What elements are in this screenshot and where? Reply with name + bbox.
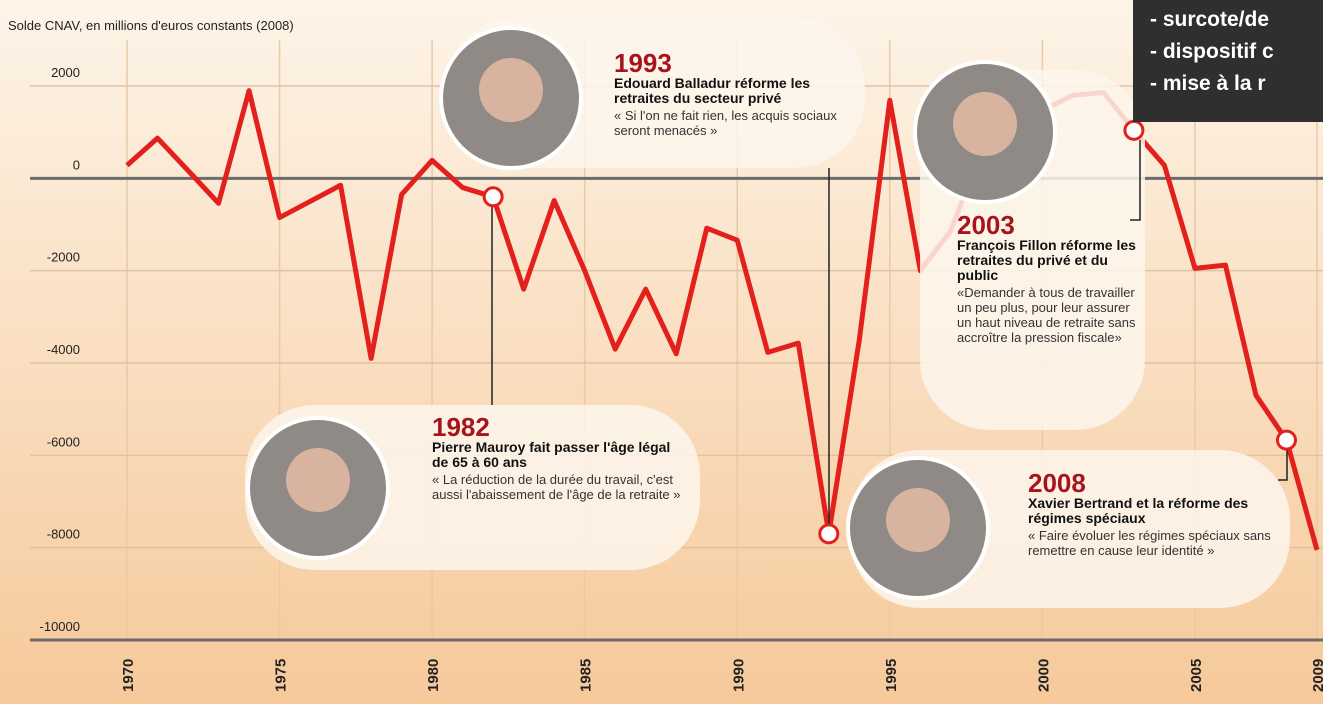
x-tick-label: 1985 [578,659,595,692]
overlay-line: - surcote/de [1150,8,1269,31]
overlay-line: - dispositif c [1150,40,1274,63]
x-tick-label: 1980 [425,659,442,692]
annotation-quote: « Faire évoluer les régimes spéciaux san… [1028,528,1283,558]
x-tick-label: 1995 [883,659,900,692]
portrait-face [953,92,1017,156]
annotation-year: 1982 [432,412,490,442]
y-tick-label: -10000 [40,619,80,634]
y-tick-label: -6000 [47,434,80,449]
annotation-text: Pierre Mauroy fait passer l'âge légal de… [432,440,687,605]
chart-title: Solde CNAV, en millions d'euros constant… [8,18,294,33]
annotation-quote: «Demander à tous de travailler un peu pl… [957,285,1137,345]
x-tick-label: 1990 [730,659,747,692]
y-tick-label: 2000 [51,65,80,80]
portrait-face [286,448,350,512]
x-tick-label: 2000 [1035,659,1052,692]
annotation-text: Xavier Bertrand et la réforme des régime… [1028,496,1283,654]
x-tick-label: 1975 [273,659,290,692]
highlight-marker [1125,121,1143,139]
highlight-marker [1277,431,1295,449]
annotation-year: 2003 [957,210,1015,240]
annotation-heading: François Fillon réforme les retraites du… [957,238,1137,283]
y-tick-label: -4000 [47,342,80,357]
x-tick-label: 2009 [1310,659,1323,692]
x-tick-label: 2005 [1188,659,1205,692]
page: Solde CNAV, en millions d'euros constant… [0,0,1323,704]
y-tick-label: -2000 [47,250,80,265]
annotation-year: 2008 [1028,468,1086,498]
highlight-marker [484,188,502,206]
annotation-quote: « La réduction de la durée du travail, c… [432,472,687,502]
annotation-text: Edouard Balladur réforme les retraites d… [614,76,869,226]
annotation-quote: « Si l'on ne fait rien, les acquis socia… [614,108,869,138]
y-tick-label: 0 [73,157,80,172]
overlay-line: - mise à la r [1150,72,1266,95]
annotation-heading: Edouard Balladur réforme les retraites d… [614,76,869,106]
x-tick-label: 1970 [120,659,137,692]
annotation-heading: Xavier Bertrand et la réforme des régime… [1028,496,1283,526]
y-tick-label: -8000 [47,527,80,542]
annotation-year: 1993 [614,48,672,78]
portrait-face [886,488,950,552]
annotation-heading: Pierre Mauroy fait passer l'âge légal de… [432,440,687,470]
highlight-marker [820,525,838,543]
chart: Solde CNAV, en millions d'euros constant… [0,0,1323,704]
portrait-face [479,58,543,122]
